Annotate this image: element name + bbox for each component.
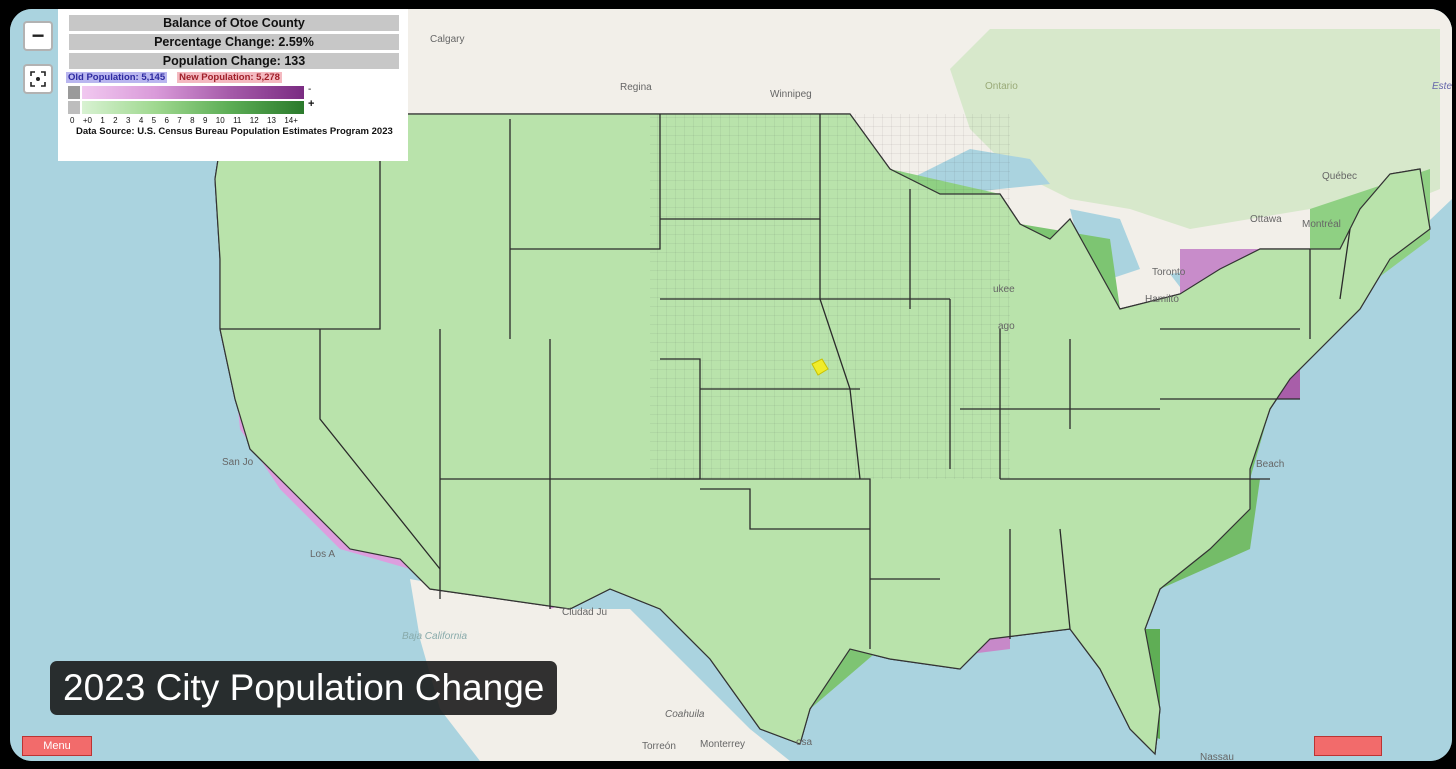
scale-tick-label: 1 [100,116,105,125]
negative-symbol: - [308,84,312,95]
fullscreen-icon [30,71,46,87]
positive-symbol: + [308,98,315,110]
percentage-change: Percentage Change: 2.59% [69,34,399,50]
state-borders [220,114,1351,649]
city-label: Torreón [642,741,676,752]
scale-tick-label: 14+ [284,116,298,125]
population-change: Population Change: 133 [69,53,399,69]
map-caption: 2023 City Population Change [50,661,558,715]
city-label: Nassau [1200,752,1234,761]
city-label: Winnipeg [770,89,812,100]
fullscreen-button[interactable] [23,64,53,94]
purple-gradient [82,86,304,99]
scale-tick-label: 2 [113,116,118,125]
city-label: ago [998,321,1015,332]
city-label: Toronto [1152,267,1186,278]
city-label: Ottawa [1250,214,1282,225]
city-label: San Jo [222,457,254,468]
scale-tick-label: 11 [233,116,242,125]
city-label: Coahuila [665,709,705,720]
scale-positive-swatch [68,101,80,114]
city-label: Québec [1322,171,1358,182]
scale-negative-swatch [68,86,80,99]
scale-tick-label: 4 [138,116,144,125]
scale-tick-label: 12 [249,116,259,125]
city-label: Hamilto [1145,294,1179,305]
mexico-land [410,579,790,761]
color-scale: - + [66,84,400,116]
scale-tick-label: 13 [267,116,276,125]
city-label: Los A [310,549,336,560]
city-label: Regina [620,82,652,93]
city-label: Beach [1256,459,1285,470]
scale-tick-label: 6 [164,116,169,125]
fine-county-grid [650,114,1010,479]
scale-tick-label: 7 [177,116,182,125]
scale-tick-label: 9 [202,116,208,125]
county-name: Balance of Otoe County [69,15,399,31]
scale-tick-label: 5 [151,116,157,125]
city-label: Calgary [430,34,465,45]
new-population: New Population: 5,278 [177,72,282,83]
city-label: Baja California [402,631,468,642]
bottom-right-button[interactable] [1314,736,1382,756]
city-label: Ontario [985,81,1018,92]
green-gradient [82,101,304,114]
city-label: Ciudad Ju [562,607,608,618]
choropleth-map[interactable] [10,9,1452,761]
info-legend-panel: Balance of Otoe County Percentage Change… [58,9,408,161]
menu-button[interactable]: Menu [22,736,92,756]
city-label: ukee [993,284,1015,295]
city-label: Monterrey [700,739,746,750]
scale-ticks: 0 +0 1 2 3 4 5 6 7 8 9 10 11 12 13 14+ [70,116,298,125]
old-population: Old Population: 5,145 [66,72,168,83]
canada-forest [950,29,1440,229]
city-label: Estevan [1432,81,1452,92]
scale-tick-label: 0 [70,116,75,125]
scale-tick-label: +0 [82,116,92,125]
map-frame: Calgary Regina Winnipeg Ontario Québec O… [10,9,1452,761]
scale-tick-label: 3 [125,116,131,125]
highlighted-county[interactable] [811,358,829,376]
scale-tick-label: 8 [190,116,195,125]
data-source: Data Source: U.S. Census Bureau Populati… [76,126,393,137]
city-label: Montréal [1302,219,1341,230]
zoom-out-button[interactable]: − [23,21,53,51]
city-label: osa [796,737,813,748]
scale-tick-label: 10 [215,116,225,125]
